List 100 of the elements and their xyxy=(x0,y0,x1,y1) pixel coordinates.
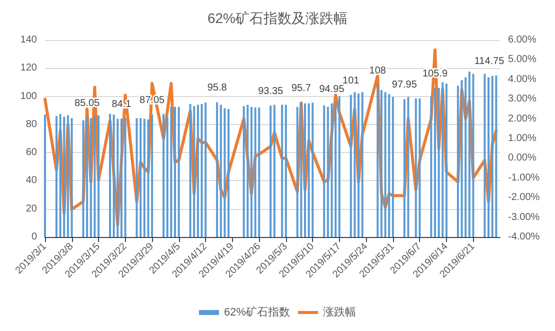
bar xyxy=(491,76,494,237)
y-tick-label: 40 xyxy=(26,175,38,186)
bar xyxy=(434,88,436,237)
bar xyxy=(361,92,364,237)
y-tick-label: 120 xyxy=(20,62,38,74)
bar xyxy=(273,104,276,237)
bar xyxy=(220,104,222,237)
legend-label: 62%矿石指数 xyxy=(224,306,290,318)
bar xyxy=(376,85,379,237)
y-tick-label: 60 xyxy=(26,147,38,158)
bar xyxy=(445,84,448,237)
y2-tick-label: -3.00% xyxy=(508,212,540,223)
bar xyxy=(63,116,66,237)
bar xyxy=(456,86,459,237)
bar xyxy=(300,102,302,237)
bar xyxy=(326,106,329,237)
bar xyxy=(162,114,165,237)
y2-tick-label: 2.00% xyxy=(508,113,536,124)
bar xyxy=(384,92,386,237)
bar xyxy=(380,90,382,237)
y2-tick-label: 0.00% xyxy=(508,152,536,164)
bar xyxy=(460,80,463,237)
bar xyxy=(242,106,245,237)
bar xyxy=(354,92,356,237)
bar xyxy=(196,104,199,237)
bar xyxy=(414,98,417,237)
bar xyxy=(258,108,260,237)
y2-tick-label: -1.00% xyxy=(508,172,540,184)
bar xyxy=(189,104,192,237)
data-label: 94.95 xyxy=(319,84,345,95)
bar xyxy=(109,114,111,237)
y2-tick-label: 6.00% xyxy=(508,34,536,46)
bar xyxy=(388,94,390,237)
bar xyxy=(228,108,230,237)
bar xyxy=(323,105,326,237)
bar xyxy=(178,106,180,237)
bar xyxy=(66,115,69,237)
bar xyxy=(472,74,474,237)
bar xyxy=(442,82,444,237)
bar xyxy=(174,106,176,237)
bar xyxy=(55,116,58,237)
y2-tick-label: -2.00% xyxy=(508,192,540,204)
bar xyxy=(224,108,226,237)
bar xyxy=(170,106,172,237)
legend-label: 涨跌幅 xyxy=(323,306,356,318)
bar xyxy=(338,96,340,237)
bar xyxy=(488,77,490,237)
bar xyxy=(136,118,138,237)
y-tick-label: 0 xyxy=(31,232,38,242)
bar xyxy=(270,106,272,237)
bar xyxy=(90,118,92,237)
bar xyxy=(200,104,203,237)
bar xyxy=(94,116,96,237)
bar xyxy=(308,103,310,237)
bar xyxy=(358,93,360,237)
bar xyxy=(392,96,394,237)
bar xyxy=(143,118,146,237)
bar xyxy=(86,117,88,237)
bar xyxy=(304,103,306,237)
bar xyxy=(124,118,126,237)
bar xyxy=(330,103,333,237)
bar xyxy=(216,102,218,237)
bar xyxy=(44,114,46,237)
data-label: 93.35 xyxy=(258,86,284,98)
bar xyxy=(254,108,256,237)
data-label: 95.8 xyxy=(207,82,228,94)
bar xyxy=(250,106,252,237)
bar xyxy=(334,102,337,237)
bar xyxy=(403,99,406,237)
y-tick-label: 80 xyxy=(26,118,38,130)
bar xyxy=(296,106,298,237)
bar xyxy=(204,102,207,237)
bar xyxy=(484,74,486,237)
bar xyxy=(312,102,314,237)
y-tick-label: 100 xyxy=(20,90,38,102)
data-label: 95.7 xyxy=(291,82,312,94)
data-label: 114.75 xyxy=(474,56,505,68)
bar xyxy=(147,120,150,237)
bar xyxy=(116,118,119,237)
bar xyxy=(70,118,73,237)
y2-tick-label: -4.00% xyxy=(508,232,540,242)
bar xyxy=(140,118,142,237)
y-tick-label: 140 xyxy=(20,34,38,46)
bar xyxy=(193,106,196,237)
data-label: 101 xyxy=(342,75,360,86)
bar xyxy=(430,96,432,237)
y2-tick-label: 3.00% xyxy=(508,94,536,105)
bar xyxy=(495,76,498,237)
bar xyxy=(284,104,287,237)
data-label: 108 xyxy=(369,66,386,77)
bar xyxy=(246,104,249,237)
bar xyxy=(281,104,284,237)
bar xyxy=(418,98,421,237)
bar xyxy=(112,114,115,237)
bar xyxy=(98,115,100,237)
bar xyxy=(350,94,352,237)
y2-tick-label: 4.00% xyxy=(508,74,536,85)
bar xyxy=(120,118,122,237)
bar xyxy=(82,120,84,237)
data-label: 97.95 xyxy=(392,80,418,91)
